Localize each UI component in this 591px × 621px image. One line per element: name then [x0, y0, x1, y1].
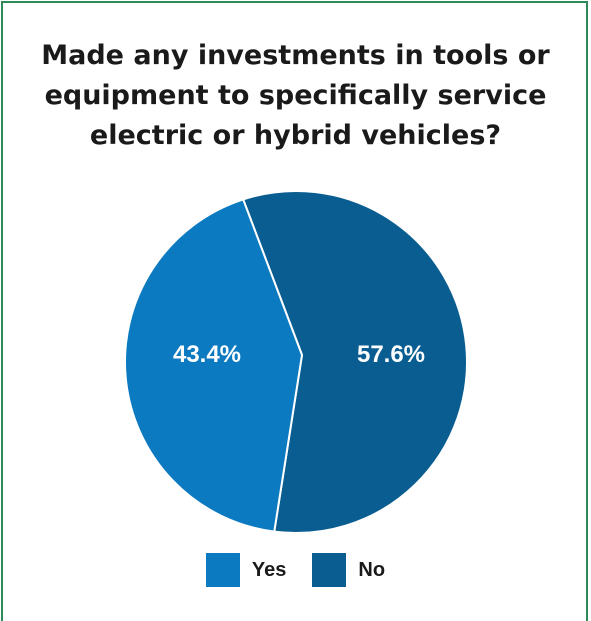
chart-title: Made any investments in tools or equipme…	[41, 40, 550, 151]
legend: Yes No	[0, 553, 591, 587]
legend-item-no: No	[312, 553, 385, 587]
pie-label-yes: 43.4%	[173, 341, 241, 368]
legend-swatch-yes	[205, 553, 240, 587]
pie-labels: 57.6% 43.4%	[173, 341, 425, 368]
pie-label-no: 57.6%	[357, 341, 425, 368]
legend-swatch-no	[312, 553, 347, 587]
legend-label-no: No	[358, 558, 386, 581]
legend-label-yes: Yes	[251, 558, 287, 581]
pie-slice-no	[241, 190, 468, 534]
pie-slice-yes	[124, 198, 304, 533]
legend-item-yes: Yes	[205, 553, 287, 587]
pie-slices	[124, 190, 468, 534]
